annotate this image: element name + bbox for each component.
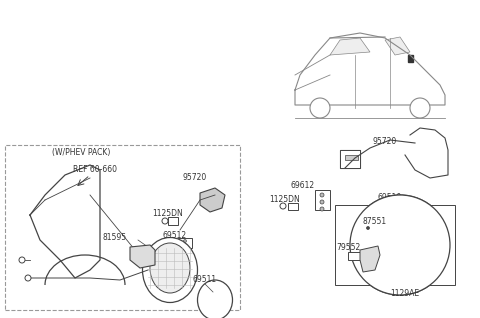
Ellipse shape (150, 243, 190, 293)
Polygon shape (360, 246, 380, 272)
Circle shape (320, 207, 324, 211)
Text: 69510: 69510 (378, 193, 402, 203)
Text: 69612: 69612 (291, 181, 315, 190)
Polygon shape (178, 238, 192, 248)
Text: 69512: 69512 (163, 231, 187, 239)
Text: 81595: 81595 (103, 232, 127, 241)
Polygon shape (348, 252, 360, 260)
Text: 1125DN: 1125DN (270, 196, 300, 204)
Text: 1125DN: 1125DN (153, 209, 183, 218)
Circle shape (310, 98, 330, 118)
Circle shape (367, 226, 370, 230)
Text: 87551: 87551 (363, 218, 387, 226)
Bar (5, 145, 240, 310)
Ellipse shape (143, 238, 197, 302)
Text: 69511: 69511 (193, 275, 217, 285)
Bar (340, 150, 360, 168)
Circle shape (410, 98, 430, 118)
Polygon shape (315, 190, 330, 210)
Polygon shape (345, 155, 358, 160)
Text: (W/PHEV PACK): (W/PHEV PACK) (52, 148, 110, 156)
Bar (335, 205, 455, 285)
Text: 79552: 79552 (336, 243, 360, 252)
Text: 95720: 95720 (183, 174, 207, 183)
Text: REF 60-660: REF 60-660 (73, 165, 117, 175)
Polygon shape (130, 245, 155, 268)
Polygon shape (408, 55, 413, 62)
Polygon shape (200, 188, 225, 212)
Ellipse shape (197, 280, 232, 318)
Polygon shape (385, 37, 410, 55)
Text: 1129AE: 1129AE (390, 289, 420, 299)
Polygon shape (340, 150, 360, 168)
Circle shape (320, 200, 324, 204)
Circle shape (389, 283, 397, 291)
Circle shape (183, 244, 187, 246)
Circle shape (350, 195, 450, 295)
Circle shape (183, 239, 187, 243)
Polygon shape (330, 38, 370, 55)
Polygon shape (168, 217, 178, 225)
Circle shape (19, 257, 25, 263)
Circle shape (280, 203, 286, 209)
Circle shape (320, 193, 324, 197)
Circle shape (162, 218, 168, 224)
Circle shape (350, 195, 450, 295)
Text: 95720: 95720 (373, 137, 397, 147)
Polygon shape (288, 203, 298, 210)
Circle shape (25, 275, 31, 281)
